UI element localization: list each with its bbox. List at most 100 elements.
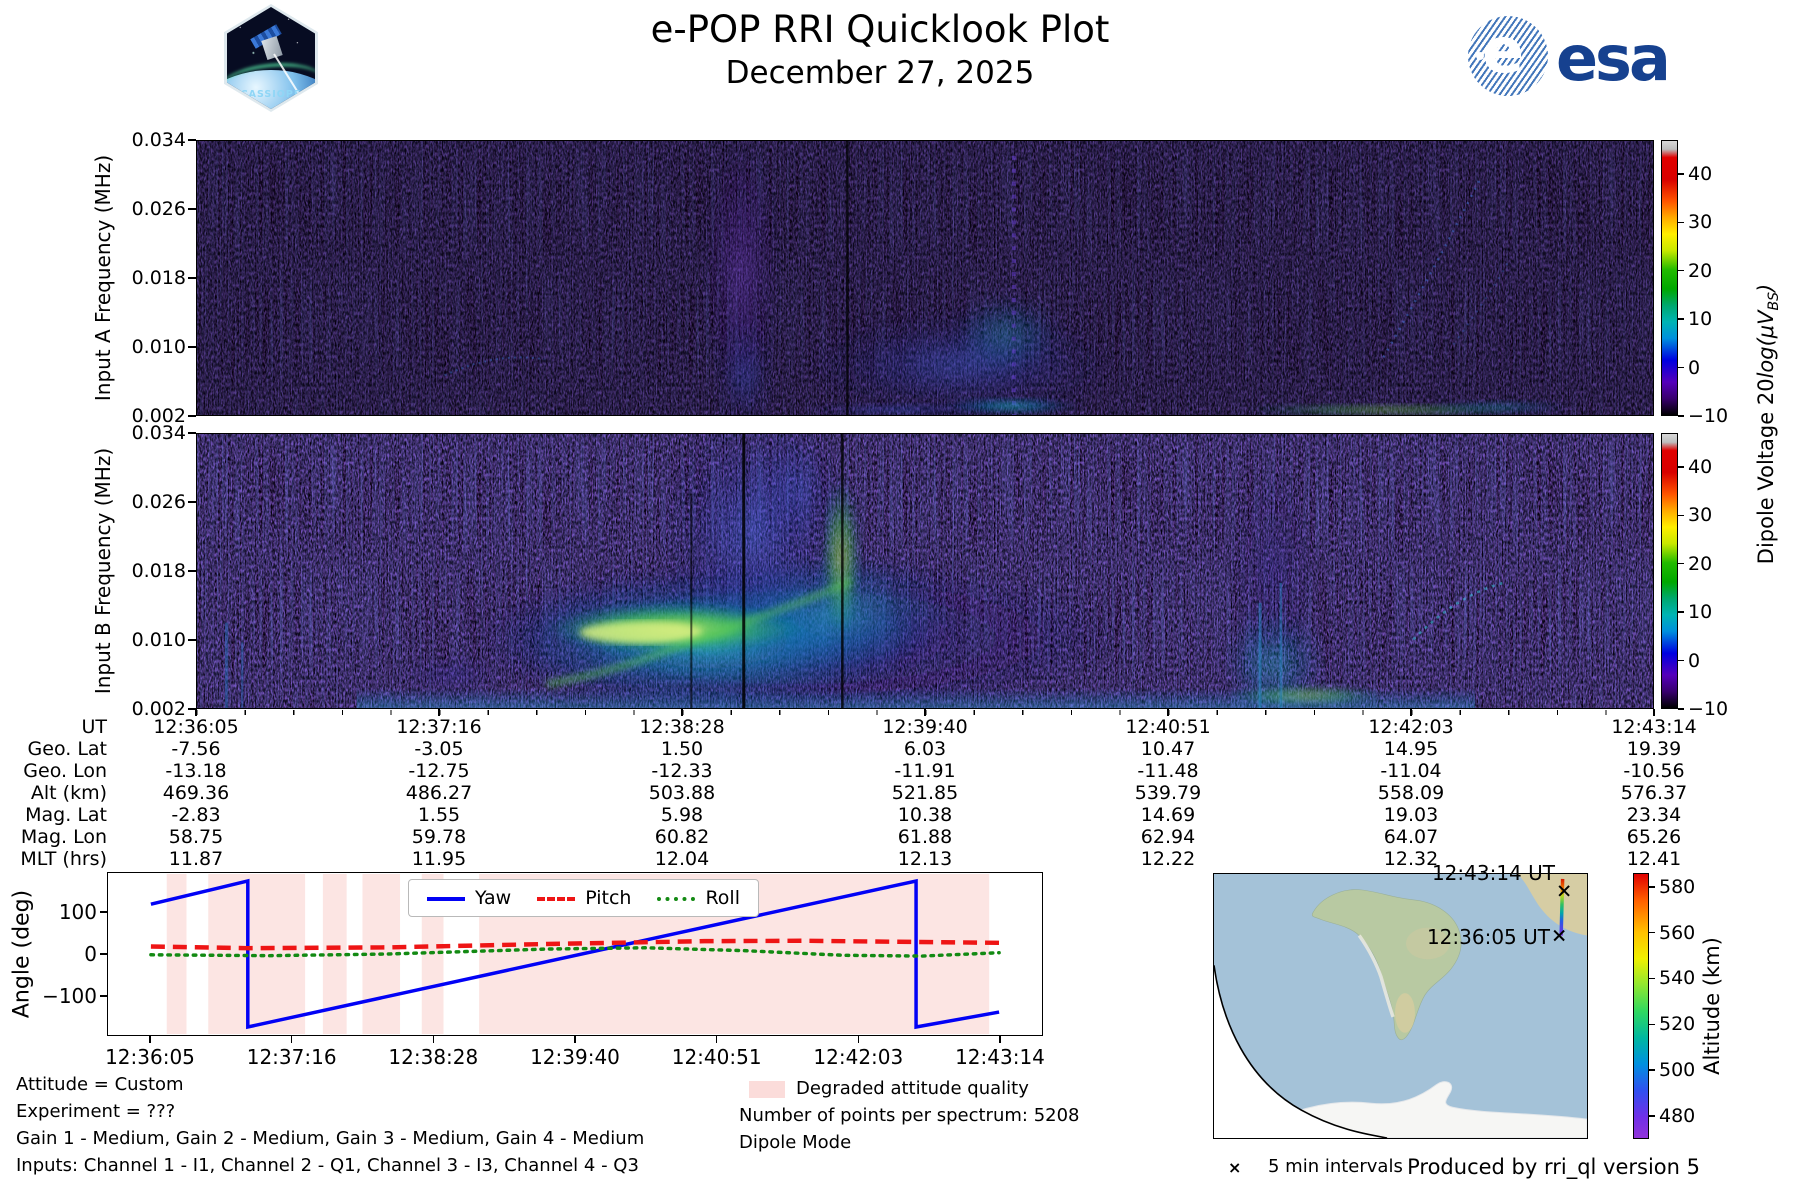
table-cell: 12:38:28 xyxy=(639,716,725,738)
table-cell: -3.05 xyxy=(414,738,464,760)
cbar-tick-mark-b xyxy=(1678,466,1684,468)
attitude-line-roll xyxy=(149,946,1001,958)
colorbar-label-math: log(μV xyxy=(1753,310,1778,379)
table-row-label: Mag. Lon xyxy=(20,826,107,848)
page-title: e-POP RRI Quicklook Plot xyxy=(650,8,1110,51)
degraded-band xyxy=(322,873,347,1035)
attitude-xtick-mark xyxy=(857,1036,860,1043)
legend-line-sample xyxy=(537,896,576,901)
table-cell: 11.87 xyxy=(168,848,224,870)
attitude-xtick-label: 12:42:03 xyxy=(813,1045,904,1069)
freq-tick-label-b: 0.010 xyxy=(131,629,186,651)
table-cell: -12.75 xyxy=(408,760,470,782)
cbar-tick-mark-a xyxy=(1678,318,1684,320)
alt-tick-label: 500 xyxy=(1659,1059,1696,1082)
panel-b-major-tick xyxy=(438,709,440,716)
south-america-landmass xyxy=(1311,889,1462,1040)
interval-legend-label: 5 min intervals xyxy=(1268,1156,1403,1177)
cbar-tick-mark-b xyxy=(1678,562,1684,565)
cbar-tick-label-a: 40 xyxy=(1688,162,1713,185)
cbar-tick-label-a: 30 xyxy=(1688,211,1713,234)
panel-b-major-tick xyxy=(1410,709,1412,716)
gain-annotation: Gain 1 - Medium, Gain 2 - Medium, Gain 3… xyxy=(16,1128,645,1149)
table-cell: 23.34 xyxy=(1626,804,1682,826)
legend-label: Pitch xyxy=(585,887,632,909)
attitude-xtick-label: 12:37:16 xyxy=(246,1045,337,1069)
freq-tick-label-b: 0.002 xyxy=(131,698,186,720)
freq-tick-label-a: 0.002 xyxy=(131,405,186,427)
produced-by-label: Produced by rri_ql version 5 xyxy=(1407,1155,1700,1179)
table-cell: 10.38 xyxy=(897,804,953,826)
table-cell: 12:37:16 xyxy=(396,716,482,738)
attitude-xtick-label: 12:40:51 xyxy=(671,1045,762,1069)
table-cell: 558.09 xyxy=(1377,782,1445,804)
legend-label: Yaw xyxy=(475,887,512,909)
table-row-label: Geo. Lat xyxy=(27,738,107,760)
cbar-tick-label-b: 0 xyxy=(1688,649,1701,672)
experiment-annotation: Experiment = ??? xyxy=(16,1101,176,1122)
cbar-tick-label-b: 40 xyxy=(1688,455,1713,478)
cbar-tick-mark-a xyxy=(1678,221,1684,224)
track-end-time-label: 12:43:14 UT xyxy=(1431,861,1555,885)
alt-tick-mark xyxy=(1649,886,1655,888)
track-start-marker xyxy=(1553,929,1565,942)
attitude-ytick-mark xyxy=(100,953,107,955)
degraded-band xyxy=(208,873,306,1035)
table-cell: 12.04 xyxy=(654,848,710,870)
attitude-xtick-label: 12:38:28 xyxy=(388,1045,479,1069)
colorbar-panel-a xyxy=(1661,140,1678,416)
cbar-tick-mark-b xyxy=(1678,514,1684,517)
freq-tick-label-a: 0.034 xyxy=(131,129,186,151)
alt-tick-mark xyxy=(1649,977,1655,980)
freq-tick-mark-a xyxy=(188,277,196,279)
legend-line-sample xyxy=(657,896,696,901)
table-cell: -13.18 xyxy=(165,760,227,782)
cbar-tick-mark-a xyxy=(1678,173,1684,175)
cbar-tick-label-a: 0 xyxy=(1688,356,1701,379)
freq-tick-label-a: 0.010 xyxy=(131,336,186,358)
map-image xyxy=(1214,874,1587,1138)
freq-tick-mark-a xyxy=(188,208,196,210)
cbar-tick-label-b: 20 xyxy=(1688,552,1713,575)
table-cell: 12.22 xyxy=(1140,848,1196,870)
attitude-ytick-label: −100 xyxy=(42,984,97,1008)
esa-wordmark: esa xyxy=(1556,22,1671,95)
freq-tick-mark-a xyxy=(188,346,196,348)
attitude-lines xyxy=(149,878,1001,1030)
table-cell: 5.98 xyxy=(660,804,704,826)
table-cell: 19.03 xyxy=(1383,804,1439,826)
panel-b-major-tick xyxy=(924,709,926,716)
attitude-xtick-mark xyxy=(574,1036,576,1043)
attitude-legend: Yaw Pitch Roll xyxy=(408,879,759,917)
esa-globe-e: e xyxy=(1482,16,1525,87)
table-cell: 12:39:40 xyxy=(882,716,968,738)
table-cell: 62.94 xyxy=(1140,826,1196,848)
attitude-line-pitch xyxy=(150,938,1000,951)
freq-tick-mark-b xyxy=(188,570,196,572)
table-cell: 1.50 xyxy=(660,738,704,760)
track-start-time-label: 12:36:05 UT xyxy=(1426,925,1550,949)
freq-tick-mark-a xyxy=(188,139,196,141)
cbar-tick-label-a: −10 xyxy=(1688,405,1729,427)
table-cell: 576.37 xyxy=(1620,782,1688,804)
attitude-ytick-label: 100 xyxy=(58,900,97,924)
table-cell: 12:36:05 xyxy=(153,716,239,738)
degraded-quality-swatch xyxy=(749,1081,785,1098)
table-cell: 58.75 xyxy=(168,826,224,848)
cbar-tick-label-b: −10 xyxy=(1688,698,1729,720)
attitude-ytick-mark xyxy=(100,911,107,913)
table-cell: 12.32 xyxy=(1383,848,1439,870)
table-cell: -11.48 xyxy=(1137,760,1199,782)
attitude-ytick-mark xyxy=(100,995,107,997)
table-cell: 539.79 xyxy=(1134,782,1202,804)
spectrogram-input-b xyxy=(196,433,1654,709)
ground-track-map xyxy=(1213,873,1588,1139)
altitude-colorbar xyxy=(1633,873,1649,1139)
cbar-tick-label-b: 30 xyxy=(1688,504,1713,527)
alt-tick-mark xyxy=(1649,1023,1655,1026)
cbar-tick-label-b: 10 xyxy=(1688,601,1713,624)
altitude-colorbar-label: Altitude (km) xyxy=(1700,937,1724,1075)
cassiope-hexagon-patch: CASSIOPE xyxy=(227,7,315,109)
esa-globe-icon: e xyxy=(1468,16,1548,96)
projection-boundary xyxy=(1214,965,1388,1138)
